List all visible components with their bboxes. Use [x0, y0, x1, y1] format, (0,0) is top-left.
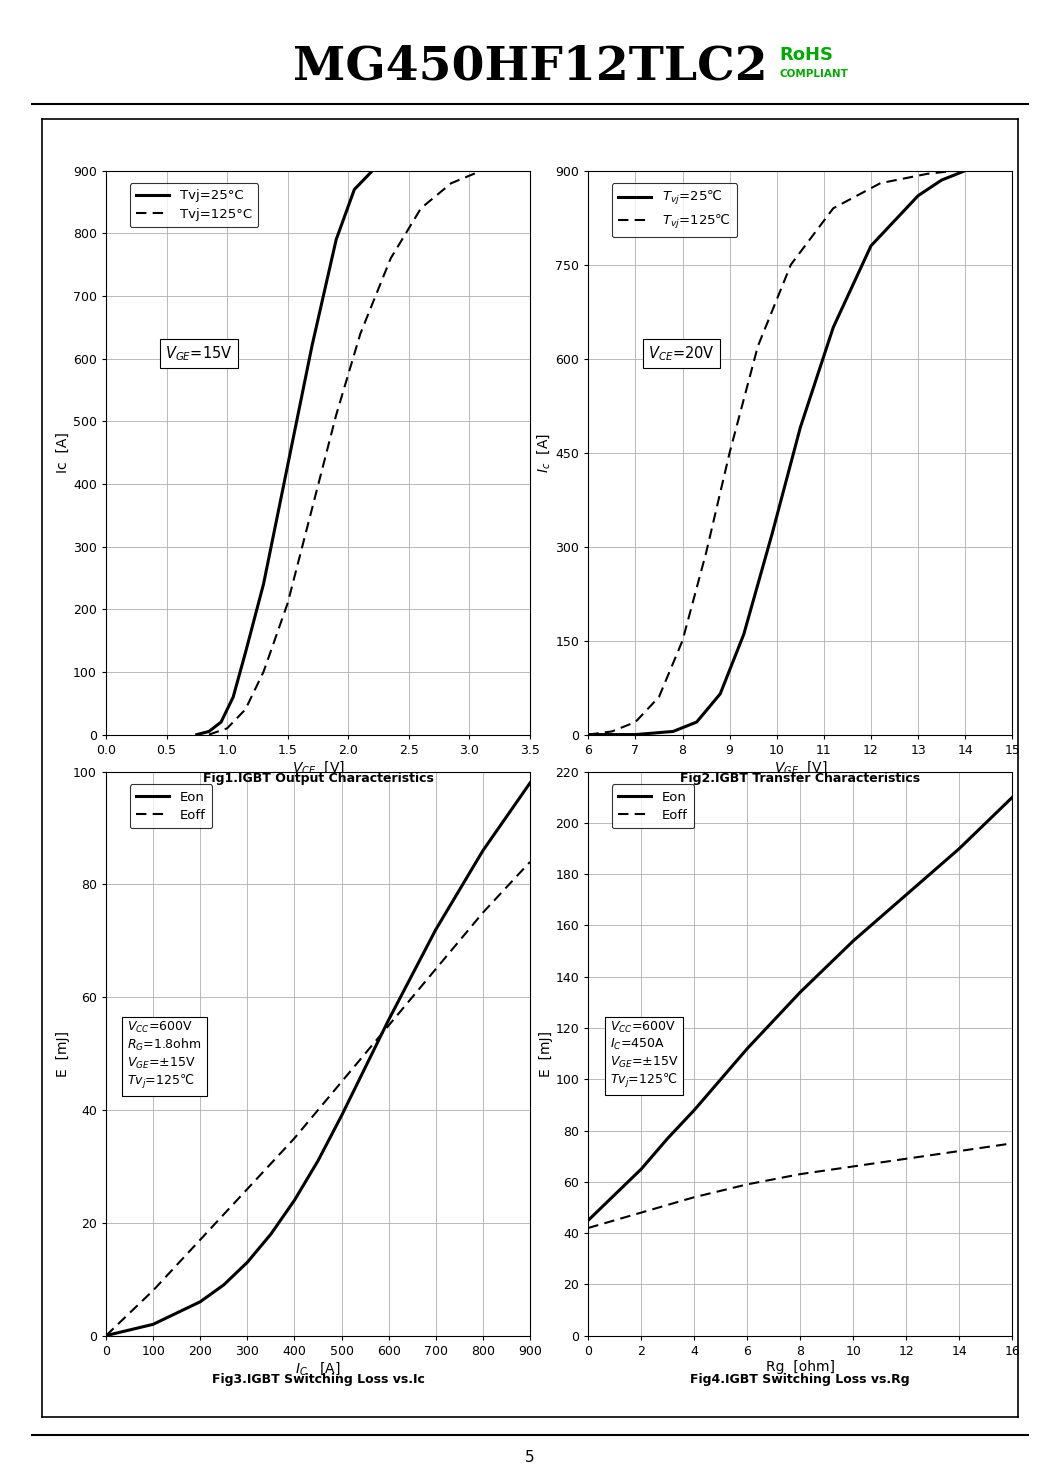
Text: $V_{CE}$=20V: $V_{CE}$=20V [648, 344, 716, 364]
Text: $V_{CC}$=600V
$I_C$=450A
$V_{GE}$=±15V
$Tv_j$=125℃: $V_{CC}$=600V $I_C$=450A $V_{GE}$=±15V $… [610, 1020, 678, 1089]
X-axis label: $V_{GE}$  [V]: $V_{GE}$ [V] [774, 760, 827, 776]
X-axis label: $V_{CE}$  [V]: $V_{CE}$ [V] [292, 760, 344, 776]
Text: Fig4.IGBT Switching Loss vs.Rg: Fig4.IGBT Switching Loss vs.Rg [690, 1373, 911, 1386]
Text: 5: 5 [525, 1450, 535, 1465]
X-axis label: Rg  [ohm]: Rg [ohm] [765, 1361, 835, 1374]
Y-axis label: E  [mJ]: E [mJ] [538, 1031, 552, 1076]
Text: COMPLIANT: COMPLIANT [779, 70, 848, 79]
Text: Fig3.IGBT Switching Loss vs.Ic: Fig3.IGBT Switching Loss vs.Ic [212, 1373, 424, 1386]
X-axis label: $I_C$   [A]: $I_C$ [A] [295, 1361, 341, 1377]
Text: $V_{GE}$=15V: $V_{GE}$=15V [165, 344, 233, 364]
Legend: Tvj=25°C, Tvj=125°C: Tvj=25°C, Tvj=125°C [129, 183, 259, 227]
Legend: Eon, Eoff: Eon, Eoff [129, 784, 212, 828]
Text: MG450HF12TLC2: MG450HF12TLC2 [293, 45, 767, 89]
Y-axis label: $I_c$  [A]: $I_c$ [A] [535, 433, 552, 472]
Text: Fig1.IGBT Output Characteristics: Fig1.IGBT Output Characteristics [202, 772, 434, 785]
Text: Fig2.IGBT Transfer Characteristics: Fig2.IGBT Transfer Characteristics [681, 772, 920, 785]
Y-axis label: Ic  [A]: Ic [A] [56, 432, 70, 473]
Legend: $T_{vj}$=25℃, $T_{vj}$=125℃: $T_{vj}$=25℃, $T_{vj}$=125℃ [612, 183, 738, 237]
Text: $V_{CC}$=600V
$R_G$=1.8ohm
$V_{GE}$=±15V
$Tv_j$=125℃: $V_{CC}$=600V $R_G$=1.8ohm $V_{GE}$=±15V… [127, 1020, 201, 1091]
Text: RoHS: RoHS [779, 46, 833, 64]
Legend: Eon, Eoff: Eon, Eoff [612, 784, 694, 828]
Y-axis label: E  [mJ]: E [mJ] [56, 1031, 70, 1076]
